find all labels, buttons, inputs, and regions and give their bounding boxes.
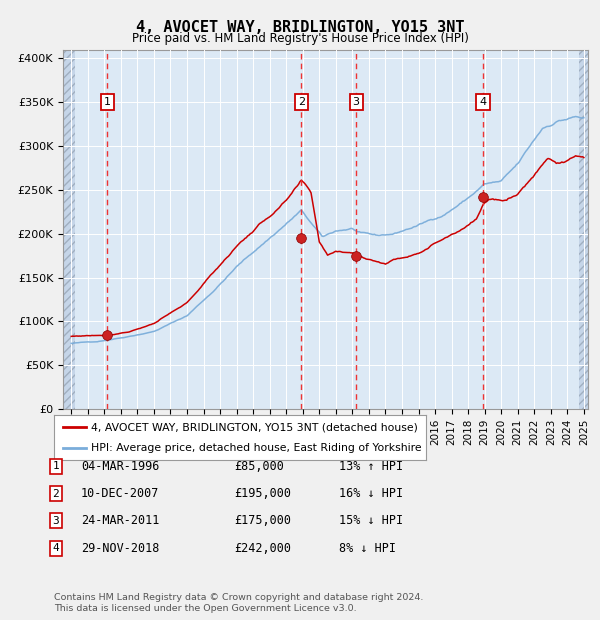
Text: £175,000: £175,000 <box>234 515 291 527</box>
Text: 4: 4 <box>52 543 59 553</box>
Text: 8% ↓ HPI: 8% ↓ HPI <box>339 542 396 554</box>
Text: Contains HM Land Registry data © Crown copyright and database right 2024.
This d: Contains HM Land Registry data © Crown c… <box>54 593 424 613</box>
Text: 2: 2 <box>52 489 59 498</box>
Text: HPI: Average price, detached house, East Riding of Yorkshire: HPI: Average price, detached house, East… <box>91 443 422 453</box>
Text: 4: 4 <box>479 97 487 107</box>
Text: 16% ↓ HPI: 16% ↓ HPI <box>339 487 403 500</box>
Text: 15% ↓ HPI: 15% ↓ HPI <box>339 515 403 527</box>
Text: 3: 3 <box>353 97 359 107</box>
Bar <box>579 50 592 409</box>
Text: 4, AVOCET WAY, BRIDLINGTON, YO15 3NT (detached house): 4, AVOCET WAY, BRIDLINGTON, YO15 3NT (de… <box>91 422 418 433</box>
Text: Price paid vs. HM Land Registry's House Price Index (HPI): Price paid vs. HM Land Registry's House … <box>131 32 469 45</box>
Text: 13% ↑ HPI: 13% ↑ HPI <box>339 460 403 472</box>
Text: 3: 3 <box>52 516 59 526</box>
Text: 4, AVOCET WAY, BRIDLINGTON, YO15 3NT: 4, AVOCET WAY, BRIDLINGTON, YO15 3NT <box>136 20 464 35</box>
Text: £242,000: £242,000 <box>234 542 291 554</box>
Text: 1: 1 <box>52 461 59 471</box>
Text: 2: 2 <box>298 97 305 107</box>
Text: 24-MAR-2011: 24-MAR-2011 <box>81 515 160 527</box>
Bar <box>63 50 74 409</box>
Text: 10-DEC-2007: 10-DEC-2007 <box>81 487 160 500</box>
Text: 29-NOV-2018: 29-NOV-2018 <box>81 542 160 554</box>
Text: 04-MAR-1996: 04-MAR-1996 <box>81 460 160 472</box>
Text: £85,000: £85,000 <box>234 460 284 472</box>
Text: £195,000: £195,000 <box>234 487 291 500</box>
Text: 1: 1 <box>104 97 110 107</box>
